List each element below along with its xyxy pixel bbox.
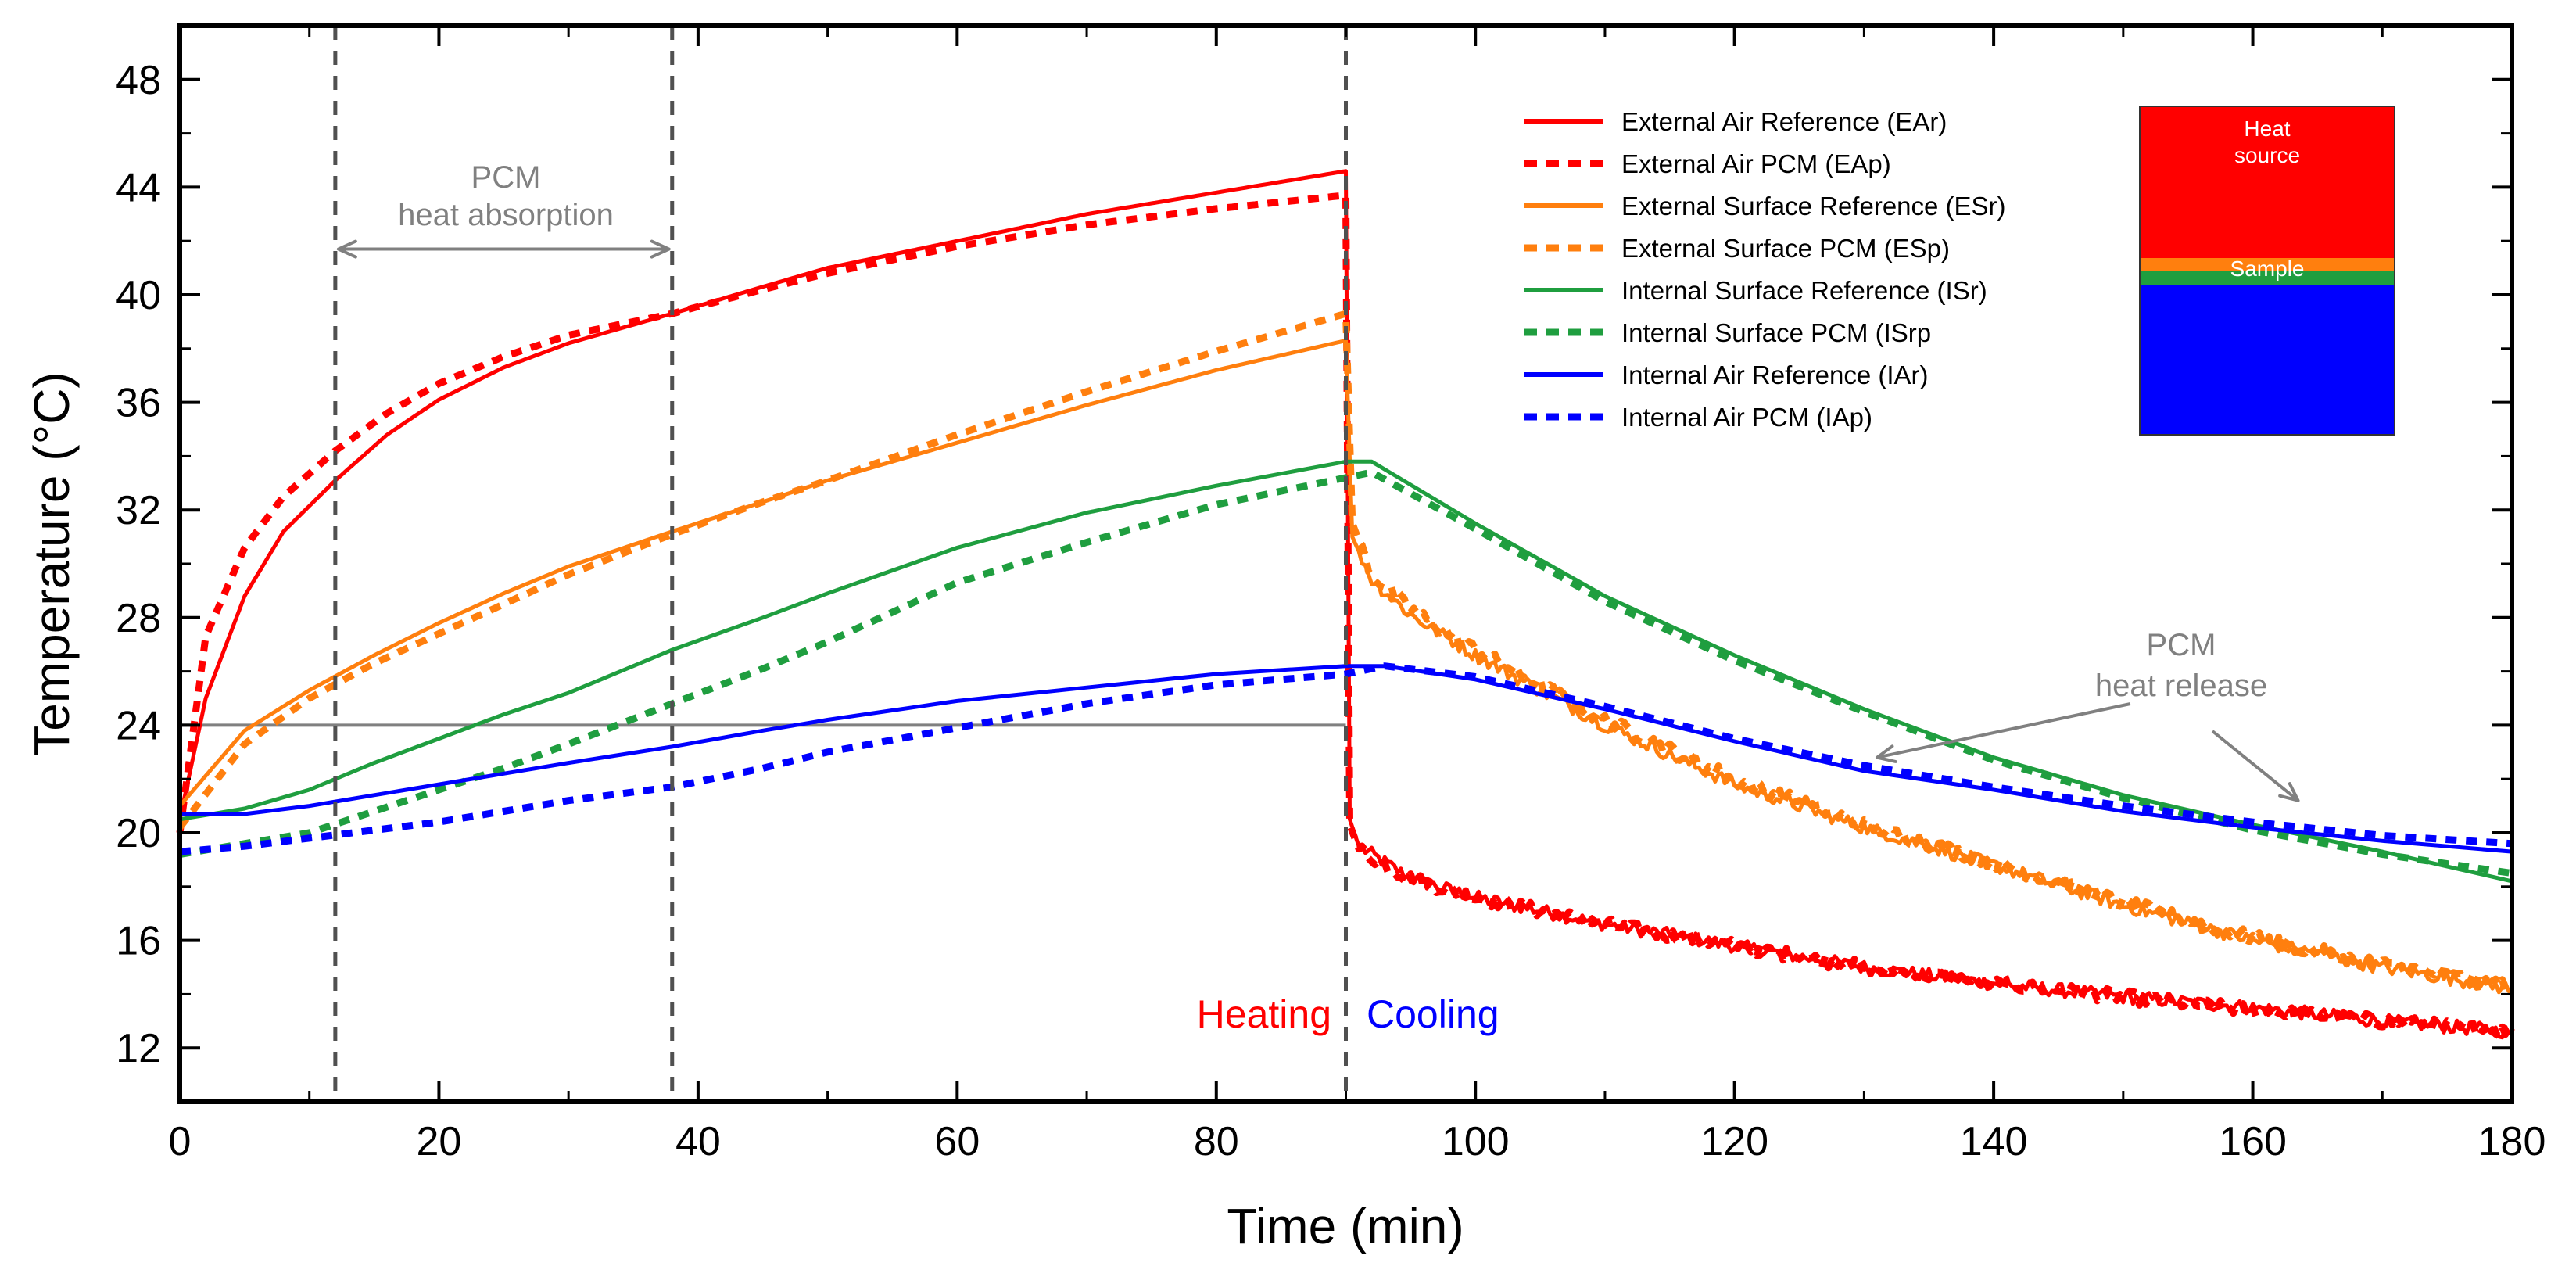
series-line-external-surface-pcm-esp bbox=[177, 310, 2514, 995]
heating-label: Heating bbox=[1197, 992, 1331, 1036]
absorption-label-line2: heat absorption bbox=[398, 198, 614, 232]
release-label-line2: heat release bbox=[2095, 669, 2267, 703]
inset-sample-label: Sample bbox=[2230, 256, 2305, 281]
inset-heat-label-line1: Heat bbox=[2244, 117, 2290, 141]
y-tick-label: 48 bbox=[116, 58, 161, 103]
y-tick-label: 44 bbox=[116, 165, 161, 210]
x-tick-label: 80 bbox=[1194, 1119, 1239, 1164]
legend-label-internal-air-reference-iar: Internal Air Reference (IAr) bbox=[1621, 360, 1929, 389]
y-tick-label: 24 bbox=[116, 703, 161, 748]
x-tick-label: 180 bbox=[2478, 1119, 2546, 1164]
x-tick-label: 100 bbox=[1442, 1119, 1510, 1164]
legend-label-internal-surface-pcm-isrp: Internal Surface PCM (ISrp bbox=[1621, 318, 1931, 347]
y-tick-label: 12 bbox=[116, 1026, 161, 1071]
x-tick-label: 20 bbox=[417, 1119, 462, 1164]
release-arrow-shaft-1 bbox=[1876, 702, 2131, 759]
legend-label-external-air-reference-ear: External Air Reference (EAr) bbox=[1621, 107, 1947, 136]
release-label-line1: PCM bbox=[2147, 628, 2216, 662]
x-tick-label: 120 bbox=[1700, 1119, 1768, 1164]
y-tick-label: 32 bbox=[116, 488, 161, 533]
inset-sample-layer bbox=[2140, 271, 2395, 285]
axis-ticks: 0 20 40 60 80 100 120 140 160 180 12 16 20 24 28 32 36 40… bbox=[116, 26, 2546, 1164]
x-axis-title: Time (min) bbox=[1227, 1198, 1464, 1254]
legend-label-external-surface-reference-esr: External Surface Reference (ESr) bbox=[1621, 192, 2006, 221]
inset-border bbox=[2139, 106, 2395, 436]
x-tick-label: 0 bbox=[169, 1119, 192, 1164]
x-tick-label: 140 bbox=[1960, 1119, 2028, 1164]
y-tick-label: 20 bbox=[116, 811, 161, 856]
legend-label-external-surface-pcm-esp: External Surface PCM (ESp) bbox=[1621, 234, 1950, 263]
inset-heat-label-line2: source bbox=[2234, 143, 2300, 167]
series-line-internal-surface-reference-isr bbox=[179, 459, 2513, 884]
vertical-lines-layer bbox=[333, 26, 1348, 1102]
x-tick-label: 60 bbox=[934, 1119, 980, 1164]
y-tick-label: 28 bbox=[116, 596, 161, 641]
inset-pcm-layer bbox=[2140, 258, 2395, 271]
absorption-arrowhead-right bbox=[650, 239, 671, 259]
series-line-internal-air-pcm-iap bbox=[179, 662, 2513, 855]
series-line-internal-air-reference-iar bbox=[180, 664, 2513, 854]
release-arrow-shaft-2 bbox=[2211, 730, 2299, 802]
y-tick-label: 16 bbox=[116, 919, 161, 964]
cooling-label: Cooling bbox=[1367, 992, 1499, 1036]
y-tick-label: 40 bbox=[116, 273, 161, 318]
inset-interior bbox=[2140, 285, 2395, 435]
legend-label-internal-surface-reference-isr: Internal Surface Reference (ISr) bbox=[1621, 276, 1987, 305]
absorption-double-arrow bbox=[336, 239, 671, 259]
y-axis-title: Temperature (°C) bbox=[23, 371, 80, 756]
x-tick-label: 160 bbox=[2219, 1119, 2287, 1164]
legend-label-internal-air-pcm-iap: Internal Air PCM (IAp) bbox=[1621, 403, 1872, 432]
y-tick-label: 36 bbox=[116, 381, 161, 426]
inset-heat-source bbox=[2140, 106, 2395, 258]
absorption-arrowhead-left bbox=[336, 239, 357, 259]
legend: External Air Reference (EAr) External Air… bbox=[1524, 107, 2006, 432]
absorption-label-line1: PCM bbox=[471, 160, 541, 195]
legend-label-external-air-pcm-eap: External Air PCM (EAp) bbox=[1621, 149, 1891, 178]
release-arrowhead-1 bbox=[1875, 744, 1897, 763]
release-arrowhead-2 bbox=[2278, 782, 2300, 802]
x-tick-label: 40 bbox=[675, 1119, 721, 1164]
inset-schematic: Heat source Sample bbox=[2139, 106, 2395, 436]
release-arrows bbox=[1875, 702, 2300, 802]
